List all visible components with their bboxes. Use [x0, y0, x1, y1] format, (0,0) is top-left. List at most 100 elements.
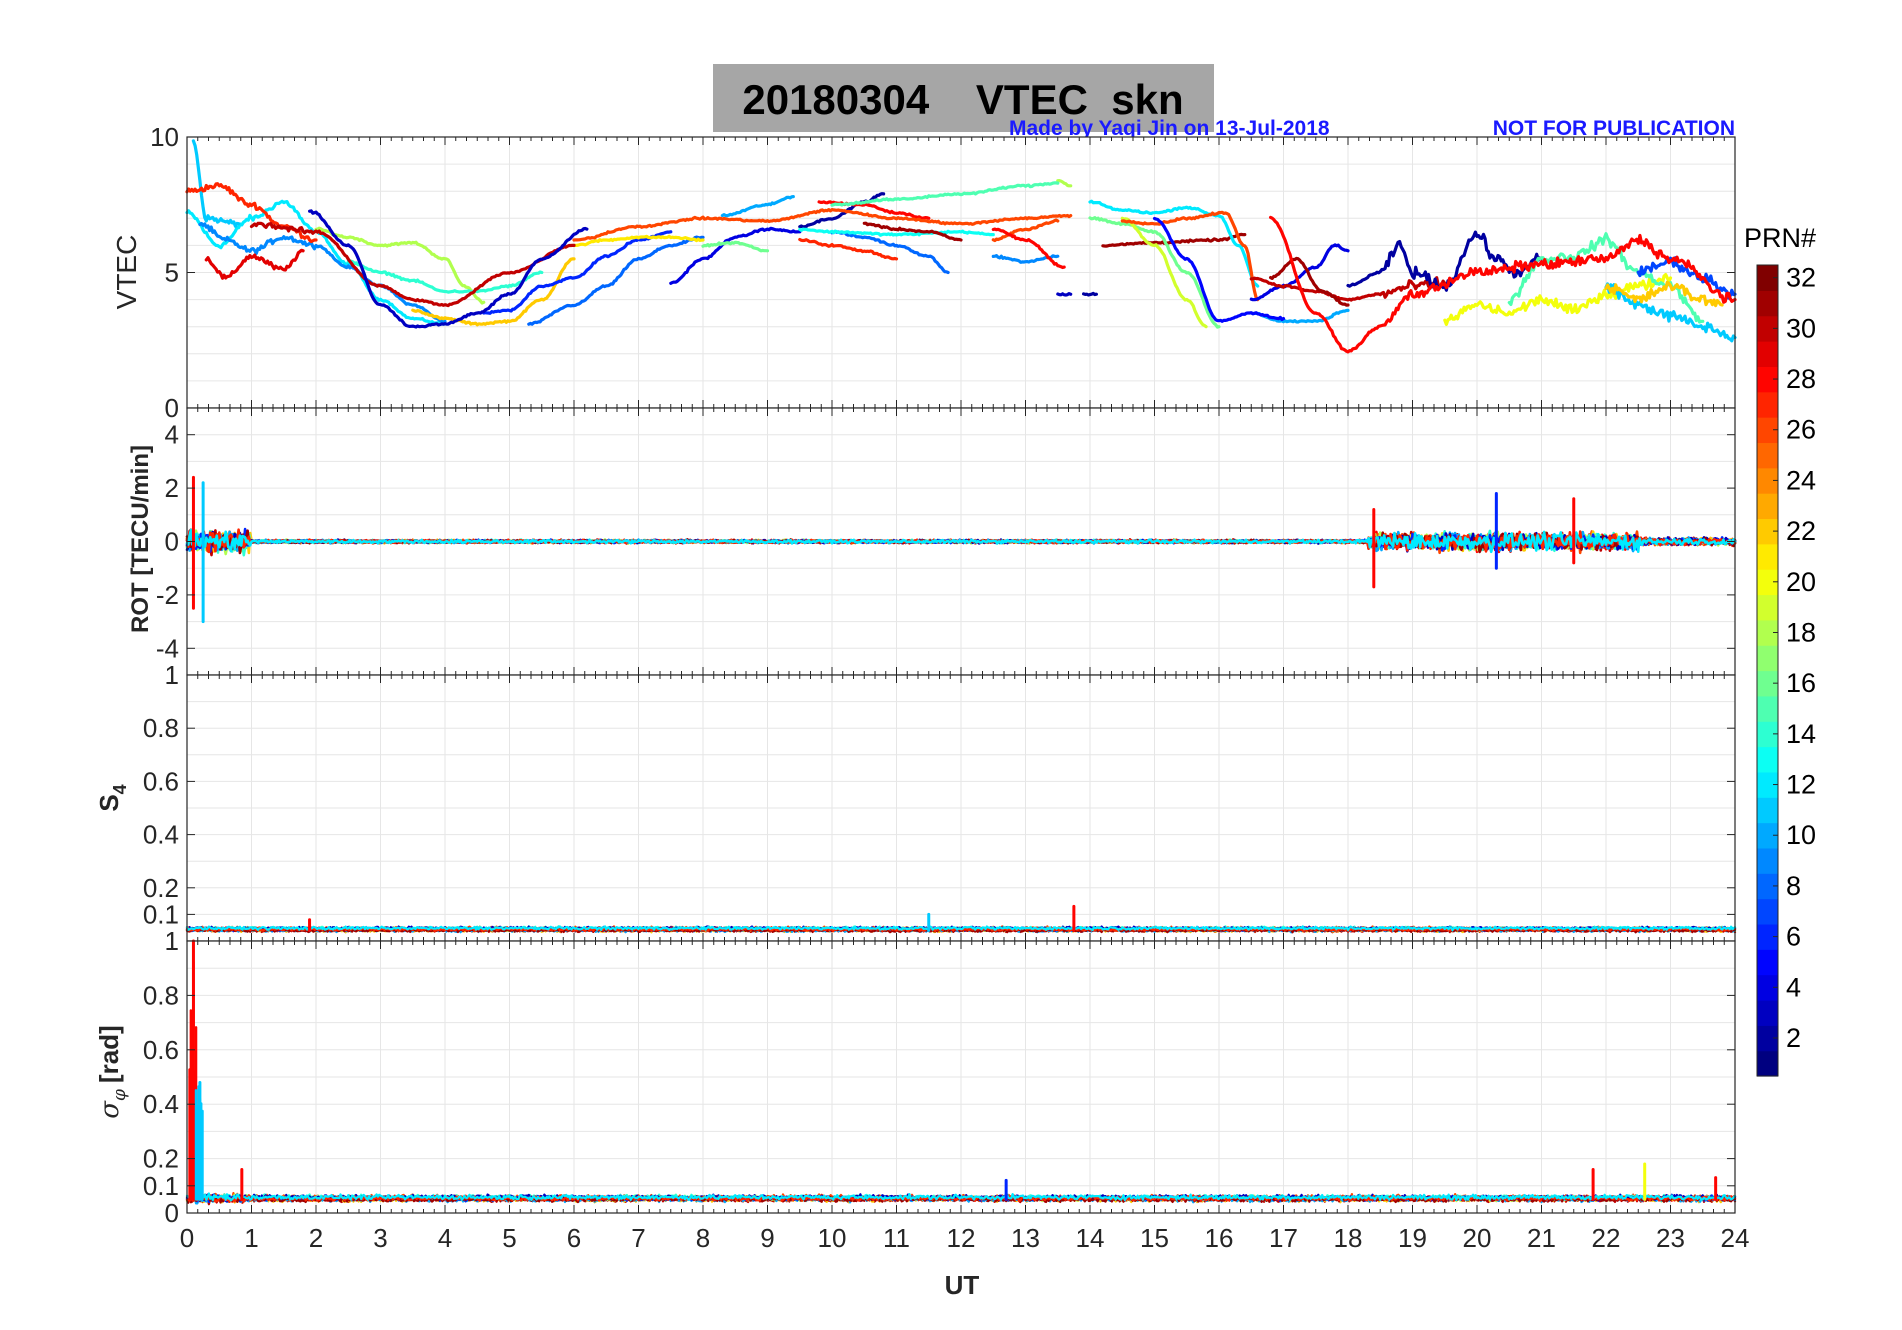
panel-s4: 0.10.2 0.4 0.6 0.8 1	[143, 660, 1737, 942]
x-tick-labels: 0 1 2 3 4 5 6 7 8 9 10 11 12 13 14 15 16 17 18 19 20 21 22 23 24	[180, 1223, 1750, 1253]
panel-sigma_phi-data	[185, 939, 1737, 1206]
colorbar-bin	[1757, 949, 1778, 976]
x-tick-label: 8	[696, 1223, 710, 1253]
vtec-track	[1120, 216, 1208, 329]
vtec-track	[991, 218, 1060, 243]
vtec-track	[482, 230, 673, 315]
svg-text:S4: S4	[94, 784, 130, 811]
rot-ylabel: ROT [TECU/min]	[127, 445, 154, 633]
s4-ylabel-sub: 4	[110, 784, 130, 794]
panel-rot-xticks	[186, 408, 1736, 675]
x-axis-label: UT	[945, 1270, 980, 1300]
vtec-track	[669, 226, 802, 285]
y-tick-label: 1	[165, 926, 179, 956]
vtec-track	[862, 221, 963, 242]
colorbar-bin	[1757, 417, 1778, 444]
sigma-ylabel: σφ [rad]	[94, 1025, 130, 1118]
y-tick-label: 0.1	[143, 1171, 179, 1201]
vtec-track	[1269, 215, 1737, 354]
y-tick-label: 1	[165, 660, 179, 690]
colorbar-bin	[1757, 822, 1778, 849]
vtec-track	[411, 257, 576, 327]
figure-title: 20180304 VTEC skn	[742, 76, 1183, 123]
x-tick-label: 12	[947, 1223, 976, 1253]
x-tick-label: 11	[883, 1223, 910, 1253]
panel-s4-data	[185, 904, 1737, 934]
colorbar-bin	[1757, 493, 1778, 520]
colorbar-bin	[1757, 847, 1778, 874]
x-tick-label: 17	[1269, 1223, 1298, 1253]
colorbar-tick-label: 10	[1786, 820, 1816, 850]
vtec-track	[1443, 273, 1673, 326]
colorbar-bin	[1757, 695, 1778, 722]
vtec-track	[798, 237, 899, 261]
vtec-track	[1120, 210, 1260, 302]
panel-rot: -4 -2 0 2 4	[156, 407, 1737, 676]
x-tick-label: 13	[1011, 1223, 1040, 1253]
colorbar-bin	[1757, 746, 1778, 773]
colorbar-bin	[1757, 898, 1778, 925]
y-tick-label: 10	[150, 122, 179, 152]
x-tick-label: 23	[1656, 1223, 1685, 1253]
x-tick-label: 7	[631, 1223, 645, 1253]
y-tick-label: 0.2	[143, 1144, 179, 1174]
colorbar-bin	[1757, 543, 1778, 570]
panel-s4-xticks	[186, 675, 1736, 941]
y-tick-label: 0.8	[143, 980, 179, 1010]
colorbar-bin	[1757, 1050, 1778, 1077]
vtec-track	[1604, 280, 1724, 308]
panel-sigma_phi: 00.10.20.40.60.810 1 2 3 4 5 6 7 8 9 10 11 12 13 14 15 1…	[143, 926, 1750, 1253]
x-tick-label: 5	[502, 1223, 516, 1253]
y-tick-label: 4	[165, 420, 179, 450]
vtec-ylabel: VTEC	[111, 235, 142, 310]
x-tick-label: 1	[244, 1223, 258, 1253]
colorbar-tick-label: 20	[1786, 567, 1816, 597]
x-tick-label: 24	[1721, 1223, 1750, 1253]
x-tick-label: 4	[438, 1223, 452, 1253]
vtec-track	[1249, 243, 1350, 302]
y-tick-label: -4	[156, 633, 179, 663]
y-tick-label: 5	[165, 258, 179, 288]
colorbar-bin	[1757, 518, 1778, 545]
vtec-track	[308, 209, 589, 329]
panel-s4-yticks: 0.10.2 0.4 0.6 0.8 1	[143, 660, 1735, 929]
vtec-track	[527, 235, 705, 326]
colorbar-bin	[1757, 391, 1778, 418]
y-tick-label: 0.4	[143, 820, 179, 850]
colorbar-bin	[1757, 569, 1778, 596]
x-tick-label: 16	[1205, 1223, 1234, 1253]
x-tick-label: 20	[1463, 1223, 1492, 1253]
vtec-track	[1249, 276, 1447, 302]
sigma_phi-trace	[185, 1192, 1737, 1202]
vtec-track	[1604, 282, 1737, 343]
colorbar-tick-label: 4	[1786, 972, 1801, 1002]
panel-vtec: 0 5 10	[150, 122, 1737, 423]
vtec-track	[572, 234, 705, 248]
colorbar-bin	[1757, 923, 1778, 950]
colorbar-bin	[1757, 999, 1778, 1026]
vtec-track	[198, 221, 447, 324]
vtec-track	[1152, 216, 1286, 323]
disclaimer-text: NOT FOR PUBLICATION	[1493, 117, 1735, 140]
x-tick-label: 15	[1140, 1223, 1169, 1253]
y-tick-label: 2	[165, 473, 179, 503]
sigma-ylabel-sigma: σ	[95, 1100, 125, 1119]
colorbar-tick-label: 12	[1786, 770, 1816, 800]
y-tick-label: 0.6	[143, 766, 179, 796]
colorbar-bin	[1757, 771, 1778, 798]
vtec-track	[249, 221, 576, 308]
x-tick-label: 2	[309, 1223, 323, 1253]
colorbar-tick-label: 18	[1786, 617, 1816, 647]
vtec-track	[1269, 256, 1350, 307]
vtec-track	[314, 226, 486, 305]
colorbar-bin	[1757, 797, 1778, 824]
sigma-ylabel-unit: [rad]	[94, 1025, 124, 1083]
colorbar-bin	[1757, 873, 1778, 900]
x-tick-label: 6	[567, 1223, 581, 1253]
colorbar-frame	[1756, 264, 1779, 1077]
vtec-track	[1507, 232, 1705, 324]
colorbar-bin	[1757, 974, 1778, 1001]
vtec-track	[798, 227, 995, 237]
